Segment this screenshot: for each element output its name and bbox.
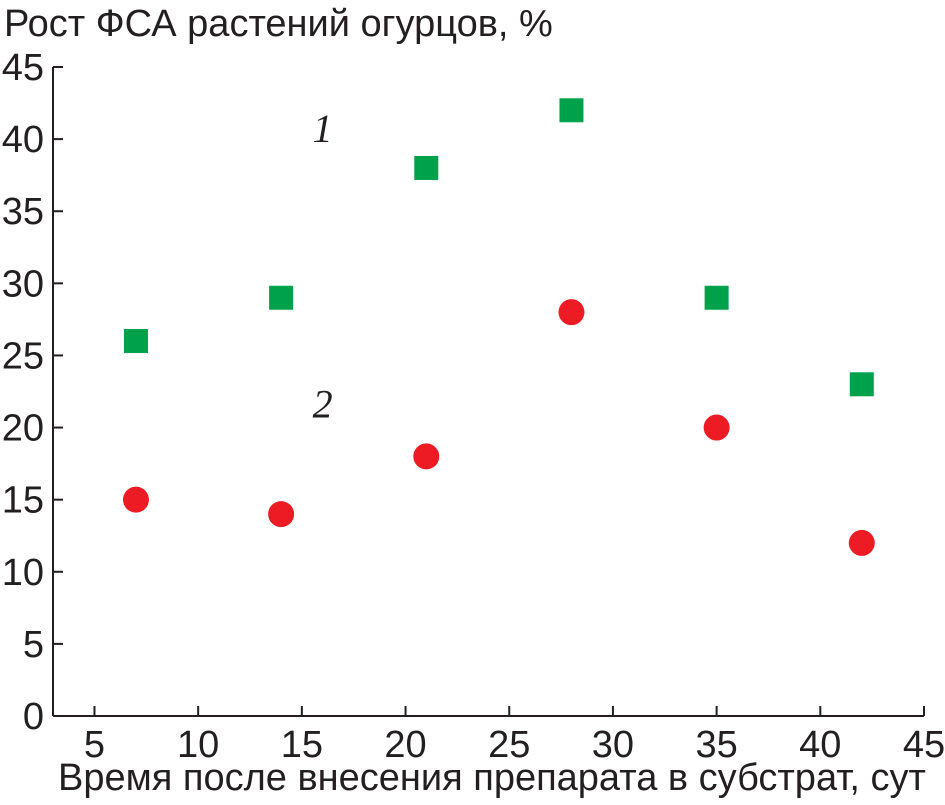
series-2-point <box>122 486 149 513</box>
y-tick-label: 15 <box>2 480 44 522</box>
series-2-label: 2 <box>313 381 333 426</box>
series-1-point <box>123 329 148 354</box>
y-tick-label: 10 <box>2 552 44 594</box>
x-tick-label: 30 <box>592 724 634 766</box>
y-axis-ticks: 0 5 10 15 20 25 30 35 40 45 <box>2 47 63 738</box>
series-1-point <box>414 155 439 180</box>
y-tick-label: 5 <box>23 624 44 666</box>
y-tick-label: 25 <box>2 335 44 377</box>
x-tick-label: 45 <box>903 724 945 766</box>
series-2-point <box>848 529 875 556</box>
data-points <box>122 98 875 556</box>
y-tick-label: 35 <box>2 191 44 233</box>
x-tick-label: 20 <box>384 724 426 766</box>
y-tick-label: 40 <box>2 119 44 161</box>
series-2-point <box>558 299 585 326</box>
x-tick-label: 10 <box>177 724 219 766</box>
x-tick-label: 5 <box>84 724 105 766</box>
series-1-point <box>704 285 729 310</box>
x-tick-label: 35 <box>695 724 737 766</box>
series-2-point <box>413 443 440 470</box>
series-1-point <box>559 98 584 123</box>
x-axis-ticks: 5 10 15 20 25 30 35 40 45 <box>84 706 945 766</box>
y-tick-label: 30 <box>2 263 44 305</box>
series-2-point <box>703 414 730 441</box>
x-tick-label: 15 <box>281 724 323 766</box>
y-axis-title: Рост ФСА растений огурцов, % <box>4 3 553 45</box>
series-labels: 12 <box>313 106 333 426</box>
series-1-point <box>849 372 874 397</box>
y-tick-label: 45 <box>2 47 44 89</box>
y-tick-label: 20 <box>2 408 44 450</box>
x-axis-title: Время после внесения препарата в субстра… <box>58 757 926 799</box>
series-2-point <box>268 501 295 528</box>
series-1-point <box>269 285 294 310</box>
axes <box>52 67 924 717</box>
series-1-label: 1 <box>313 106 333 151</box>
x-tick-label: 40 <box>799 724 841 766</box>
x-tick-label: 25 <box>488 724 530 766</box>
y-tick-label: 0 <box>23 696 44 738</box>
